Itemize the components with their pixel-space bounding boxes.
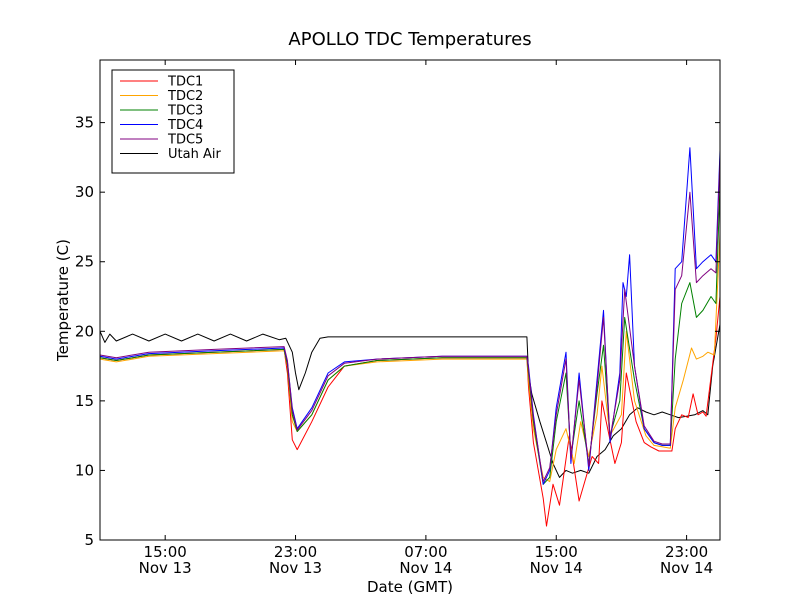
- series-layer: [99, 147, 721, 527]
- series-line-tdc4: [99, 147, 721, 485]
- y-tick-label: 5: [84, 531, 94, 549]
- legend-label: Utah Air: [168, 147, 221, 162]
- y-tick-label: 10: [75, 461, 94, 479]
- legend-label: TDC2: [167, 89, 203, 104]
- y-tick-label: 20: [75, 322, 94, 340]
- x-tick-time-label: 15:00: [535, 543, 578, 561]
- chart-title: APOLLO TDC Temperatures: [288, 29, 531, 50]
- x-tick-date-label: Nov 14: [399, 559, 452, 577]
- x-tick-time-label: 07:00: [404, 543, 447, 561]
- legend-label: TDC1: [167, 75, 203, 90]
- series-line-tdc2: [99, 233, 721, 483]
- series-line-tdc1: [99, 296, 721, 527]
- x-tick-date-label: Nov 13: [269, 559, 322, 577]
- y-axis-label: Temperature (C): [54, 239, 72, 362]
- legend-label: TDC5: [167, 133, 203, 148]
- x-tick-date-label: Nov 13: [139, 559, 192, 577]
- x-tick-time-label: 23:00: [274, 543, 317, 561]
- legend-label: TDC4: [167, 118, 203, 133]
- x-tick-date-label: Nov 14: [660, 559, 713, 577]
- series-line-utah-air: [99, 324, 721, 478]
- y-tick-label: 25: [75, 253, 94, 271]
- legend-label: TDC3: [167, 104, 203, 119]
- plot-frame: [99, 59, 721, 541]
- y-tick-label: 15: [75, 392, 94, 410]
- legend-box: [111, 69, 235, 174]
- x-axis-label: Date (GMT): [367, 578, 453, 596]
- series-line-tdc3: [99, 185, 721, 485]
- series-line-tdc5: [99, 157, 721, 483]
- x-tick-time-label: 15:00: [144, 543, 187, 561]
- y-tick-label: 30: [75, 183, 94, 201]
- x-tick-time-label: 23:00: [665, 543, 708, 561]
- x-tick-date-label: Nov 14: [530, 559, 583, 577]
- y-tick-label: 35: [75, 114, 94, 132]
